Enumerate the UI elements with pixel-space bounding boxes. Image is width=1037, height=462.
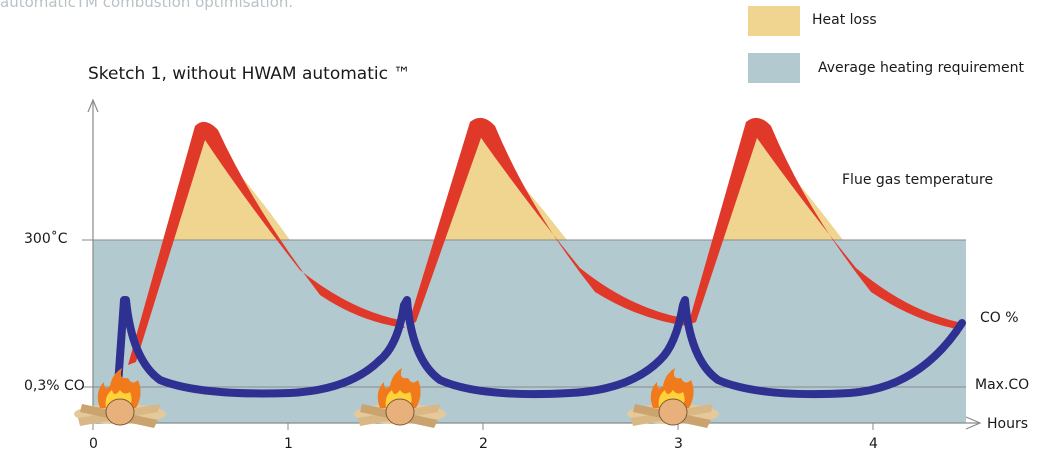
- x-tick-0: 0: [89, 436, 98, 452]
- flue-gas-curve: [128, 117, 962, 365]
- caption: automaticTM combustion optimisation.: [0, 0, 294, 11]
- x-axis-arrow: [965, 416, 982, 430]
- legend-label-heat-loss: Heat loss: [812, 12, 877, 28]
- y-label-300c: 300˚C: [24, 231, 68, 247]
- legend-label-heating-requirement: Average heating requirement: [818, 60, 1024, 76]
- legend-swatch-heat-loss: [748, 6, 800, 36]
- co-curve: [114, 296, 966, 399]
- sketch-title: Sketch 1, without HWAM automatic ™: [88, 64, 411, 84]
- x-tick-1: 1: [284, 436, 293, 452]
- fire-log-icon-3: [627, 368, 719, 428]
- max-co-label: Max.CO: [975, 377, 1030, 393]
- x-tick-3: 3: [674, 436, 683, 452]
- fire-log-icon-1: [74, 368, 166, 428]
- hours-label: Hours: [987, 416, 1029, 432]
- x-tick-4: 4: [869, 436, 878, 452]
- flue-gas-label: Flue gas temperature: [842, 172, 994, 188]
- y-label-co: 0,3% CO: [24, 378, 85, 394]
- heat-loss-area-3: [721, 138, 843, 240]
- x-tick-2: 2: [479, 436, 488, 452]
- co-percent-label: CO %: [980, 310, 1019, 326]
- heat-loss-area-2: [443, 138, 567, 240]
- fire-log-icon-2: [354, 368, 446, 428]
- legend-swatch-heating-requirement: [748, 53, 800, 83]
- y-axis-arrow: [87, 98, 99, 113]
